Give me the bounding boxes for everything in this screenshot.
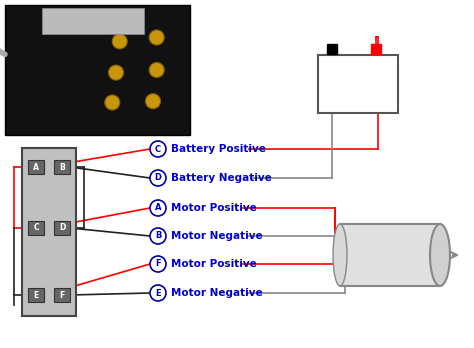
Text: Motor Negative: Motor Negative <box>171 231 263 241</box>
Text: F: F <box>155 260 161 269</box>
Text: Battery Positive: Battery Positive <box>171 144 266 154</box>
Text: Battery Negative: Battery Negative <box>171 173 272 183</box>
Bar <box>54 288 70 302</box>
Bar <box>28 160 44 174</box>
Bar <box>42 8 144 34</box>
Bar <box>371 44 381 54</box>
Text: Motor Positive: Motor Positive <box>171 203 257 213</box>
Bar <box>340 224 440 286</box>
Circle shape <box>150 256 166 272</box>
Text: D: D <box>155 174 162 182</box>
Circle shape <box>112 34 127 49</box>
Ellipse shape <box>430 224 450 286</box>
Text: B: B <box>155 231 161 240</box>
Circle shape <box>150 170 166 186</box>
Circle shape <box>150 141 166 157</box>
Bar <box>28 288 44 302</box>
Bar <box>318 55 398 113</box>
Circle shape <box>150 285 166 301</box>
Text: A: A <box>155 204 161 213</box>
Bar <box>327 44 337 54</box>
Text: C: C <box>155 144 161 153</box>
Circle shape <box>146 94 161 109</box>
Ellipse shape <box>333 224 347 286</box>
Bar <box>28 221 44 235</box>
Circle shape <box>150 200 166 216</box>
Text: D: D <box>59 223 65 232</box>
Circle shape <box>109 65 124 80</box>
Text: B: B <box>59 163 65 172</box>
Bar <box>54 160 70 174</box>
Text: Motor Negative: Motor Negative <box>171 288 263 298</box>
Text: E: E <box>155 288 161 298</box>
Bar <box>22 148 76 316</box>
Bar <box>5 5 190 135</box>
Circle shape <box>149 30 164 45</box>
Text: E: E <box>33 291 38 300</box>
Text: C: C <box>33 223 39 232</box>
Bar <box>54 221 70 235</box>
Circle shape <box>149 63 164 78</box>
Text: A: A <box>33 163 39 172</box>
Circle shape <box>105 95 120 110</box>
Text: F: F <box>59 291 64 300</box>
Circle shape <box>150 228 166 244</box>
Text: Motor Positive: Motor Positive <box>171 259 257 269</box>
